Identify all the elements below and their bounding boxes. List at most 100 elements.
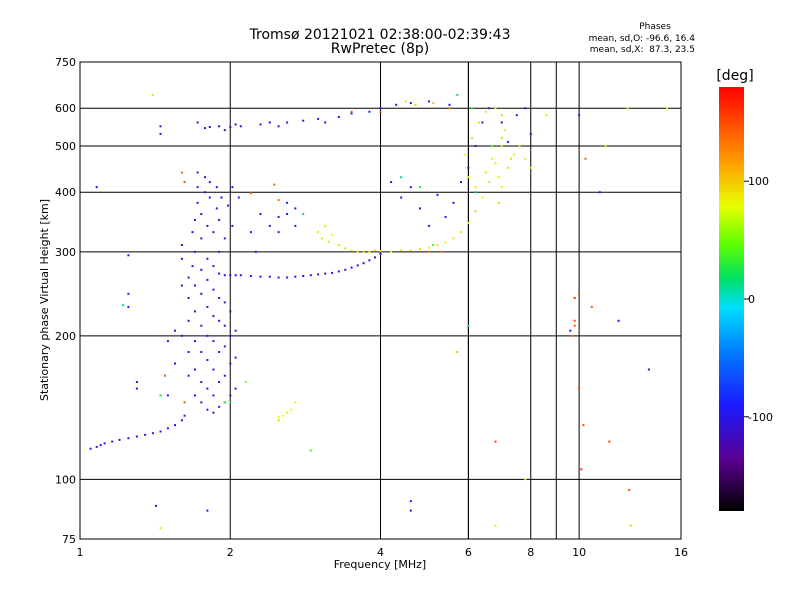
data-point-other xyxy=(419,186,421,189)
data-point-O xyxy=(159,132,162,135)
data-point-O xyxy=(151,432,154,435)
data-point-O xyxy=(249,275,252,277)
data-point-O xyxy=(234,387,237,390)
data-point-other xyxy=(456,93,459,96)
data-point-O xyxy=(127,292,130,295)
chart-title: Tromsø 20121021 02:38:00-02:39:43 xyxy=(249,27,511,43)
data-point-O xyxy=(208,126,211,128)
data-point-X xyxy=(524,478,527,481)
x-tick-label: 4 xyxy=(377,546,384,559)
data-point-O xyxy=(231,224,234,227)
data-point-green xyxy=(277,419,280,422)
data-point-O xyxy=(419,207,421,210)
data-point-mixed xyxy=(440,250,443,253)
data-point-O xyxy=(277,231,280,234)
data-point-O xyxy=(302,275,305,277)
data-point-X xyxy=(427,246,430,249)
data-point-X xyxy=(159,527,162,530)
data-point-X xyxy=(362,250,365,253)
y-tick-label: 400 xyxy=(55,186,76,199)
data-point-O xyxy=(277,276,280,279)
data-point-O xyxy=(223,345,226,348)
data-point-O xyxy=(103,442,106,445)
stats-title: Phases xyxy=(639,22,671,32)
data-point-O xyxy=(229,274,232,277)
data-point-X xyxy=(488,181,491,184)
data-point-O xyxy=(481,121,484,124)
data-point-green xyxy=(456,351,459,353)
data-point-O xyxy=(166,394,169,397)
data-point-O xyxy=(187,297,190,299)
data-point-O xyxy=(183,414,186,417)
data-point-O xyxy=(196,171,199,174)
data-point-O xyxy=(180,419,183,422)
x-tick-label: 2 xyxy=(227,546,234,559)
data-point-O xyxy=(159,125,162,128)
data-point-O xyxy=(229,310,232,313)
data-point-O xyxy=(294,207,297,210)
data-point-O xyxy=(206,278,209,281)
data-point-mixed xyxy=(183,401,186,404)
data-point-green xyxy=(497,201,500,204)
x-axis-label: Frequency [MHz] xyxy=(334,558,426,571)
data-point-mixed xyxy=(494,440,497,443)
data-point-O xyxy=(223,324,226,327)
data-point-mixed xyxy=(249,192,252,195)
data-point-O xyxy=(409,500,412,503)
data-point-O xyxy=(436,193,439,196)
data-point-X xyxy=(500,145,503,147)
data-point-O xyxy=(196,186,199,189)
data-point-O xyxy=(362,262,365,265)
data-point-O xyxy=(200,292,203,295)
data-point-O xyxy=(187,351,190,353)
data-point-X xyxy=(518,145,521,147)
data-point-O xyxy=(239,125,242,128)
data-point-O xyxy=(409,186,412,189)
data-point-O xyxy=(259,213,262,215)
data-point-O xyxy=(286,276,289,279)
data-point-O xyxy=(191,265,194,268)
data-point-mixed xyxy=(573,324,576,327)
data-point-O xyxy=(111,440,114,443)
data-point-O xyxy=(194,340,196,343)
data-point-O xyxy=(524,107,527,110)
data-point-O xyxy=(229,394,232,397)
data-point-X xyxy=(545,114,548,117)
data-point-O xyxy=(409,509,412,512)
data-point-other xyxy=(122,304,125,307)
data-point-O xyxy=(191,231,194,234)
data-point-O xyxy=(506,140,509,143)
data-point-O xyxy=(234,356,237,359)
x-tick-label: 6 xyxy=(465,546,472,559)
data-point-mixed xyxy=(608,440,611,443)
data-point-green xyxy=(509,157,512,160)
data-point-other xyxy=(302,213,305,215)
data-point-O xyxy=(229,334,232,337)
data-point-X xyxy=(481,196,484,199)
data-point-other xyxy=(229,401,232,404)
data-point-O xyxy=(135,435,138,438)
data-point-green xyxy=(500,136,503,139)
data-point-mixed xyxy=(584,157,587,160)
data-point-O xyxy=(223,129,226,132)
data-point-O xyxy=(488,107,491,110)
data-point-O xyxy=(166,340,169,343)
y-tick-label: 100 xyxy=(55,473,76,486)
data-point-green xyxy=(244,381,247,383)
data-point-O xyxy=(467,166,470,169)
data-point-O xyxy=(127,437,130,440)
data-point-X xyxy=(452,237,455,240)
data-point-other xyxy=(471,107,473,110)
data-point-X xyxy=(471,136,473,139)
data-point-O xyxy=(331,271,334,274)
colorbar xyxy=(719,87,744,511)
data-point-mixed xyxy=(582,424,585,427)
data-point-O xyxy=(286,213,289,215)
data-point-X xyxy=(286,411,289,414)
data-point-O xyxy=(206,334,209,337)
data-point-O xyxy=(212,340,215,343)
data-point-O xyxy=(200,351,203,353)
data-point-O xyxy=(166,427,169,430)
data-point-O xyxy=(259,123,262,126)
data-point-O xyxy=(194,284,196,287)
